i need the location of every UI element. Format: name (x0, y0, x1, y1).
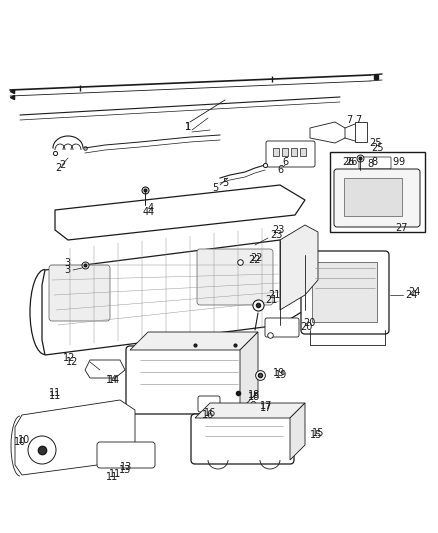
FancyBboxPatch shape (198, 396, 220, 412)
Bar (312, 262, 377, 322)
Text: 21: 21 (268, 290, 280, 300)
Text: 27: 27 (396, 223, 408, 233)
Text: 11: 11 (49, 391, 61, 401)
Text: 3: 3 (64, 265, 70, 275)
Text: 26: 26 (345, 157, 357, 167)
Polygon shape (280, 225, 318, 310)
Polygon shape (290, 403, 305, 460)
Text: 5: 5 (212, 183, 218, 193)
Text: 4: 4 (148, 207, 154, 217)
Wedge shape (375, 162, 395, 172)
Polygon shape (130, 332, 258, 350)
Text: 25: 25 (372, 143, 384, 153)
FancyBboxPatch shape (266, 141, 315, 167)
Text: 11: 11 (106, 472, 118, 482)
Text: 21: 21 (265, 295, 277, 305)
FancyBboxPatch shape (359, 157, 391, 169)
Text: 5: 5 (222, 178, 228, 188)
Text: 3: 3 (64, 258, 70, 268)
Text: 11: 11 (109, 469, 121, 479)
Text: 14: 14 (106, 375, 118, 385)
Polygon shape (85, 360, 125, 378)
Polygon shape (42, 240, 305, 355)
Polygon shape (15, 400, 135, 475)
Text: 8: 8 (367, 159, 373, 169)
Text: 8: 8 (371, 157, 377, 167)
Text: 23: 23 (270, 230, 283, 240)
Text: 19: 19 (275, 370, 287, 380)
Text: 12: 12 (66, 357, 78, 367)
Text: 13: 13 (120, 462, 132, 472)
Text: 20: 20 (300, 322, 312, 332)
Text: 9: 9 (392, 157, 398, 167)
Text: 7: 7 (346, 115, 352, 125)
FancyBboxPatch shape (97, 442, 155, 468)
Text: 4: 4 (143, 207, 149, 217)
FancyBboxPatch shape (197, 249, 273, 305)
Bar (330, 152, 425, 232)
Text: 23: 23 (272, 225, 284, 235)
FancyBboxPatch shape (301, 251, 389, 334)
Text: 22: 22 (250, 253, 262, 263)
Text: 1: 1 (185, 122, 191, 132)
Polygon shape (195, 403, 305, 418)
Text: 25: 25 (369, 138, 381, 148)
FancyBboxPatch shape (265, 318, 299, 337)
Bar (355, 122, 367, 142)
Text: 15: 15 (312, 428, 325, 438)
Text: 24: 24 (408, 287, 420, 297)
Text: 17: 17 (260, 403, 272, 413)
Text: 17: 17 (260, 401, 272, 411)
Text: 16: 16 (204, 408, 216, 418)
Text: 18: 18 (248, 392, 260, 402)
Text: 13: 13 (119, 465, 131, 475)
Polygon shape (240, 332, 258, 410)
Text: 18: 18 (248, 390, 260, 400)
Text: 16: 16 (202, 410, 214, 420)
Text: 22: 22 (248, 255, 261, 265)
Text: 2: 2 (59, 160, 65, 170)
Text: 2: 2 (55, 163, 61, 173)
Text: 4: 4 (148, 203, 154, 213)
Text: 10: 10 (18, 435, 30, 445)
Text: 24: 24 (405, 290, 417, 300)
FancyBboxPatch shape (191, 414, 294, 464)
Text: 19: 19 (273, 368, 285, 378)
Text: 14: 14 (108, 375, 120, 385)
Bar (282, 148, 288, 156)
Text: 15: 15 (310, 430, 322, 440)
Text: 20: 20 (303, 318, 315, 328)
Polygon shape (55, 185, 305, 240)
Bar (291, 148, 297, 156)
Text: 11: 11 (49, 388, 61, 398)
Bar (300, 148, 306, 156)
Bar (273, 148, 279, 156)
Text: 1: 1 (185, 122, 191, 132)
Text: 7: 7 (355, 115, 361, 125)
Text: 9: 9 (398, 157, 404, 167)
Text: 26: 26 (342, 157, 354, 167)
Text: 6: 6 (282, 157, 288, 167)
Bar (344, 178, 402, 216)
Polygon shape (310, 122, 345, 143)
FancyBboxPatch shape (334, 169, 420, 227)
Text: 12: 12 (63, 353, 75, 363)
FancyBboxPatch shape (126, 346, 244, 414)
Text: 6: 6 (277, 165, 283, 175)
Text: 10: 10 (14, 437, 26, 447)
FancyBboxPatch shape (49, 265, 110, 321)
